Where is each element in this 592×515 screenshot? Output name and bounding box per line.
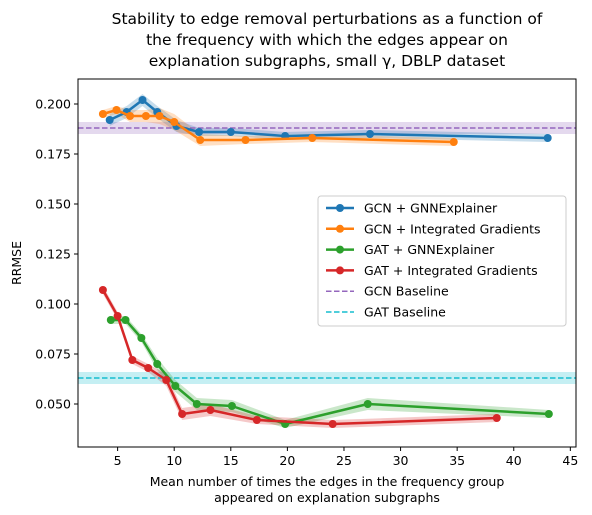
x-axis-label-line-1: Mean number of times the edges in the fr…: [150, 474, 505, 489]
series-2-point-2: [137, 334, 146, 342]
legend-label-2: GAT + GNNExplainer: [364, 242, 495, 257]
series-0-point-2: [138, 96, 147, 104]
series-2-point-0: [106, 316, 115, 324]
x-axis-label-line-2: appeared on explanation subgraphs: [214, 490, 440, 505]
series-line-1: [102, 108, 454, 144]
legend-box: [317, 195, 567, 327]
x-tick-label-2: 15: [223, 453, 239, 468]
legend-marker-2: [336, 245, 344, 254]
series-2-point-9: [544, 410, 553, 418]
title-line-1: Stability to edge removal perturbations …: [112, 10, 543, 28]
y-axis-label: RRMSE: [9, 241, 24, 285]
x-tick-label-5: 30: [393, 453, 409, 468]
axis-ticks: 5 10 15 20 25 30 35 40 45 0.050 0.075 0.100 0.125 0.1…: [35, 97, 578, 469]
series-line-3: [101, 289, 497, 426]
legend-label-1: GCN + Integrated Gradients: [364, 221, 541, 236]
legend-label-0: GCN + GNNExplainer: [364, 201, 498, 216]
x-tick-label-6: 35: [449, 453, 465, 468]
legend-label-5: GAT Baseline: [364, 305, 446, 320]
series-2-point-1: [121, 316, 130, 324]
y-tick-label-4: 0.150: [35, 197, 71, 212]
series-3-point-2: [128, 356, 137, 364]
title-line-3: explanation subgraphs, small γ, DBLP dat…: [149, 52, 505, 70]
series-3-point-7: [252, 416, 261, 424]
x-tick-label-4: 25: [336, 453, 352, 468]
legend: GCN + GNNExplainer GCN + Integrated Gradi…: [317, 195, 567, 327]
series-3-point-0: [98, 286, 107, 294]
series-3-point-3: [144, 364, 153, 372]
series-0-point-0: [105, 116, 114, 124]
x-tick-label-7: 40: [506, 453, 522, 468]
series-1-point-9: [449, 138, 458, 146]
series-1-point-3: [141, 112, 150, 120]
series-1-point-6: [196, 136, 205, 144]
series-2-point-3: [153, 360, 162, 368]
series-3-point-8: [328, 420, 337, 428]
series-3-point-4: [162, 376, 171, 384]
series-0-point-6: [226, 128, 235, 136]
series-3-point-1: [113, 312, 122, 320]
legend-marker-1: [336, 224, 344, 233]
x-tick-label-8: 45: [562, 453, 578, 468]
y-tick-label-0: 0.050: [35, 397, 71, 412]
y-tick-label-3: 0.125: [35, 247, 71, 262]
y-tick-label-5: 0.175: [35, 147, 71, 162]
plot-area: [78, 94, 576, 428]
series-band-2: [110, 316, 549, 428]
x-tick-label-3: 20: [279, 453, 295, 468]
legend-label-3: GAT + Integrated Gradients: [364, 263, 538, 278]
series-3-point-5: [178, 410, 187, 418]
series-3-point-9: [492, 414, 501, 422]
series-2-point-6: [227, 402, 236, 410]
series-2-point-8: [363, 400, 372, 408]
series-2-point-4: [171, 382, 180, 390]
plot-frame: [77, 78, 577, 448]
series-band-0: [109, 94, 548, 142]
title-line-2: the frequency with which the edges appea…: [146, 31, 508, 49]
series-1-point-7: [241, 136, 250, 144]
legend-marker-0: [336, 204, 344, 212]
series-1-point-2: [126, 112, 135, 120]
series-line-0: [109, 98, 548, 140]
series-2-point-5: [192, 400, 201, 408]
series-1-point-8: [308, 134, 317, 142]
legend-label-4: GCN Baseline: [364, 284, 449, 299]
series-1-point-0: [98, 110, 107, 118]
series-1-point-1: [112, 106, 121, 114]
series-line-2: [110, 318, 549, 426]
legend-marker-3: [336, 266, 344, 275]
series-3-point-6: [206, 406, 215, 414]
series-1-point-4: [155, 112, 164, 120]
y-tick-label-6: 0.200: [35, 97, 71, 112]
x-tick-label-0: 5: [114, 453, 122, 468]
series-1-point-5: [170, 118, 179, 126]
series-0-point-5: [195, 128, 204, 136]
series-0-point-9: [543, 134, 552, 142]
y-tick-label-1: 0.075: [35, 347, 71, 362]
y-tick-label-2: 0.100: [35, 297, 71, 312]
chart-title: Stability to edge removal perturbations …: [112, 10, 543, 70]
x-tick-label-1: 10: [166, 453, 182, 468]
series-band-1: [102, 106, 454, 146]
series-0-point-8: [366, 130, 375, 138]
